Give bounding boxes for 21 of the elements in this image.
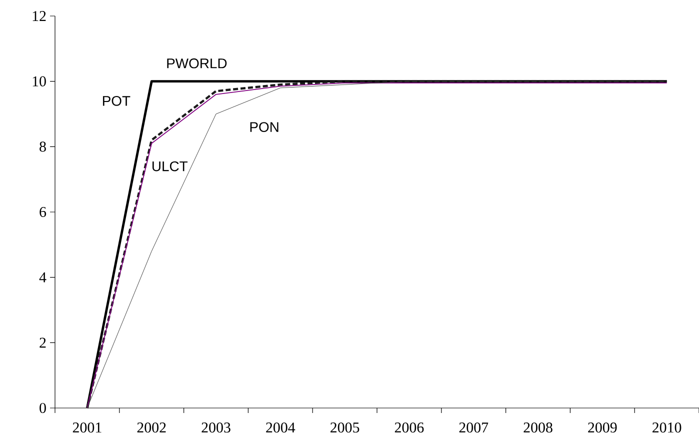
annotation: PON bbox=[250, 122, 278, 132]
x-tick-label: 2003 bbox=[202, 422, 230, 433]
x-tick-label: 2006 bbox=[394, 422, 424, 433]
x-tick-label: 2004 bbox=[266, 422, 296, 433]
y-tick-label: 0 bbox=[40, 402, 46, 414]
annotation: POT bbox=[102, 96, 130, 106]
y-tick-label: 6 bbox=[40, 206, 46, 218]
y-tick-label: 10 bbox=[32, 76, 46, 86]
y-tick-label: 2 bbox=[40, 338, 46, 348]
x-tick-label: 2005 bbox=[330, 422, 360, 433]
annotation: PWORLD bbox=[167, 58, 227, 68]
x-tick-label: 2002 bbox=[137, 422, 166, 433]
x-tick-label: 2001 bbox=[72, 422, 102, 433]
annotation: ULCT bbox=[152, 161, 188, 172]
x-tick-label: 2009 bbox=[588, 422, 617, 433]
x-tick-label: 2007 bbox=[459, 422, 488, 433]
y-tick-label: 12 bbox=[32, 11, 46, 21]
y-tick-label: 4 bbox=[39, 272, 46, 282]
y-tick-label: 8 bbox=[40, 142, 46, 152]
x-tick-label: 2010 bbox=[652, 422, 682, 433]
x-tick-label: 2008 bbox=[524, 422, 552, 433]
